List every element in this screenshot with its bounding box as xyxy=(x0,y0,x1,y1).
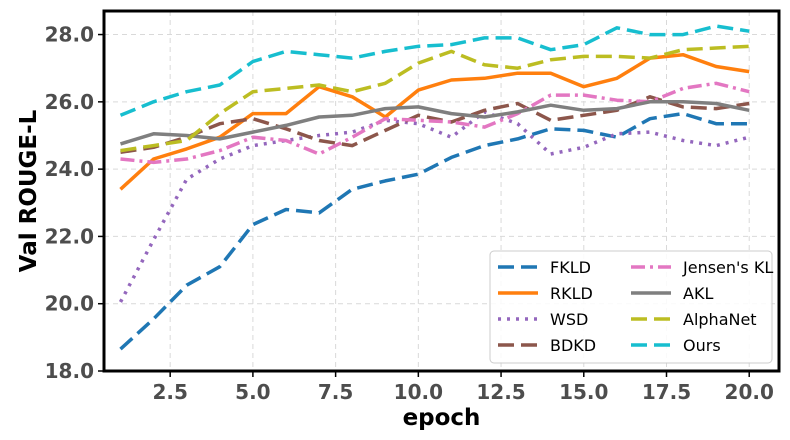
legend-item-wsd: WSD xyxy=(498,310,588,329)
series-line-akl xyxy=(119,100,750,146)
legend-label: AlphaNet xyxy=(683,310,757,329)
x-tick-label: 5.0 xyxy=(235,380,270,404)
y-ticks: 18.0 20.0 22.0 24.0 26.0 28.0 xyxy=(45,23,104,383)
series-line-ours xyxy=(119,24,750,117)
x-tick-label: 12.5 xyxy=(476,380,525,404)
x-tick-label: 17.5 xyxy=(642,380,691,404)
legend-label: FKLD xyxy=(550,258,591,277)
series-lines xyxy=(118,24,750,351)
legend-item-fkld: FKLD xyxy=(498,258,591,277)
x-ticks: 2.5 5.0 7.5 10.0 12.5 15.0 17.5 20.0 xyxy=(152,371,774,404)
legend-label: BDKD xyxy=(550,336,596,355)
y-tick-label: 22.0 xyxy=(45,224,94,248)
series-line-alphanet xyxy=(120,44,750,153)
legend-item-ours: Ours xyxy=(631,336,721,355)
series-line-rkld xyxy=(119,52,750,191)
series-line-fkld xyxy=(119,111,750,351)
legend-item-rkld: RKLD xyxy=(498,284,593,303)
legend-label: Jensen's KL xyxy=(682,258,773,277)
legend: FKLD RKLD WSD BDKD Jensen's KL AKL AlphaNet Our… xyxy=(489,250,773,364)
y-axis-label: Val ROUGE-L xyxy=(16,109,42,272)
legend-item-bdkd: BDKD xyxy=(498,336,596,355)
y-tick-label: 18.0 xyxy=(45,359,94,383)
y-tick-label: 26.0 xyxy=(45,90,94,114)
y-tick-label: 24.0 xyxy=(45,157,94,181)
legend-label: RKLD xyxy=(550,284,593,303)
legend-label: Ours xyxy=(683,336,721,355)
y-tick-label: 28.0 xyxy=(45,23,94,47)
x-tick-label: 20.0 xyxy=(725,380,774,404)
series-line-bdkd xyxy=(120,95,750,155)
x-tick-label: 2.5 xyxy=(152,380,187,404)
legend-label: AKL xyxy=(683,284,713,303)
legend-box xyxy=(489,250,773,364)
x-tick-label: 7.5 xyxy=(318,380,353,404)
legend-item-jensen-s-kl: Jensen's KL xyxy=(631,258,773,277)
series-line-jensen-s-kl xyxy=(120,81,750,165)
x-tick-label: 10.0 xyxy=(394,380,443,404)
x-axis-label: epoch xyxy=(403,405,481,431)
legend-item-alphanet: AlphaNet xyxy=(631,310,757,329)
plot-frame xyxy=(102,9,781,373)
y-tick-label: 20.0 xyxy=(45,292,94,316)
legend-item-akl: AKL xyxy=(631,284,713,303)
legend-label: WSD xyxy=(550,310,588,329)
x-tick-label: 15.0 xyxy=(559,380,608,404)
